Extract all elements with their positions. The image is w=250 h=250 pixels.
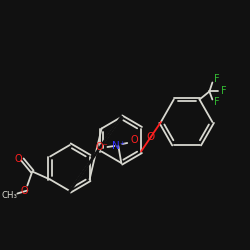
Text: O: O: [20, 186, 28, 196]
Text: O: O: [130, 135, 138, 145]
Text: O: O: [14, 154, 22, 164]
Text: F: F: [214, 74, 219, 85]
Text: F: F: [222, 86, 227, 97]
Text: F: F: [214, 98, 219, 108]
Text: CH₃: CH₃: [2, 191, 18, 200]
Text: O⁻: O⁻: [95, 142, 108, 152]
Text: N⁺: N⁺: [112, 141, 125, 151]
Text: O: O: [147, 132, 155, 142]
